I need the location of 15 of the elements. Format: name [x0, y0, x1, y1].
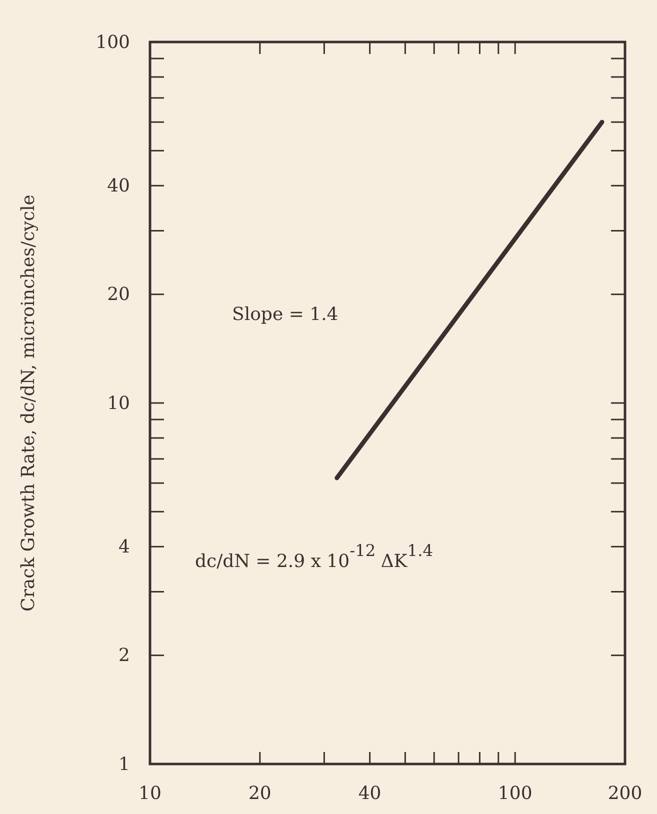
annotation: Slope = 1.4 [232, 304, 338, 325]
y-tick-label: 20 [107, 284, 130, 306]
annotation: dc/dN = 2.9 x 10$^{-12}$ ΔK$^{1.4}$ [195, 540, 434, 572]
y-tick-label: 2 [118, 645, 130, 666]
y-tick-label: 40 [107, 175, 130, 196]
x-tick-label: 100 [498, 782, 532, 804]
x-tick-label: 200 [608, 782, 642, 804]
y-tick-label: 4 [118, 536, 130, 558]
y-axis-title: Crack Growth Rate, dc/dN, microinches/cycle [18, 194, 39, 612]
x-tick-label: 20 [248, 782, 272, 804]
x-tick-label: 40 [358, 782, 382, 804]
x-tick-label: 10 [138, 782, 162, 804]
y-tick-label: 100 [96, 32, 130, 53]
y-tick-label: 1 [118, 754, 130, 775]
y-tick-label: 10 [107, 392, 130, 414]
